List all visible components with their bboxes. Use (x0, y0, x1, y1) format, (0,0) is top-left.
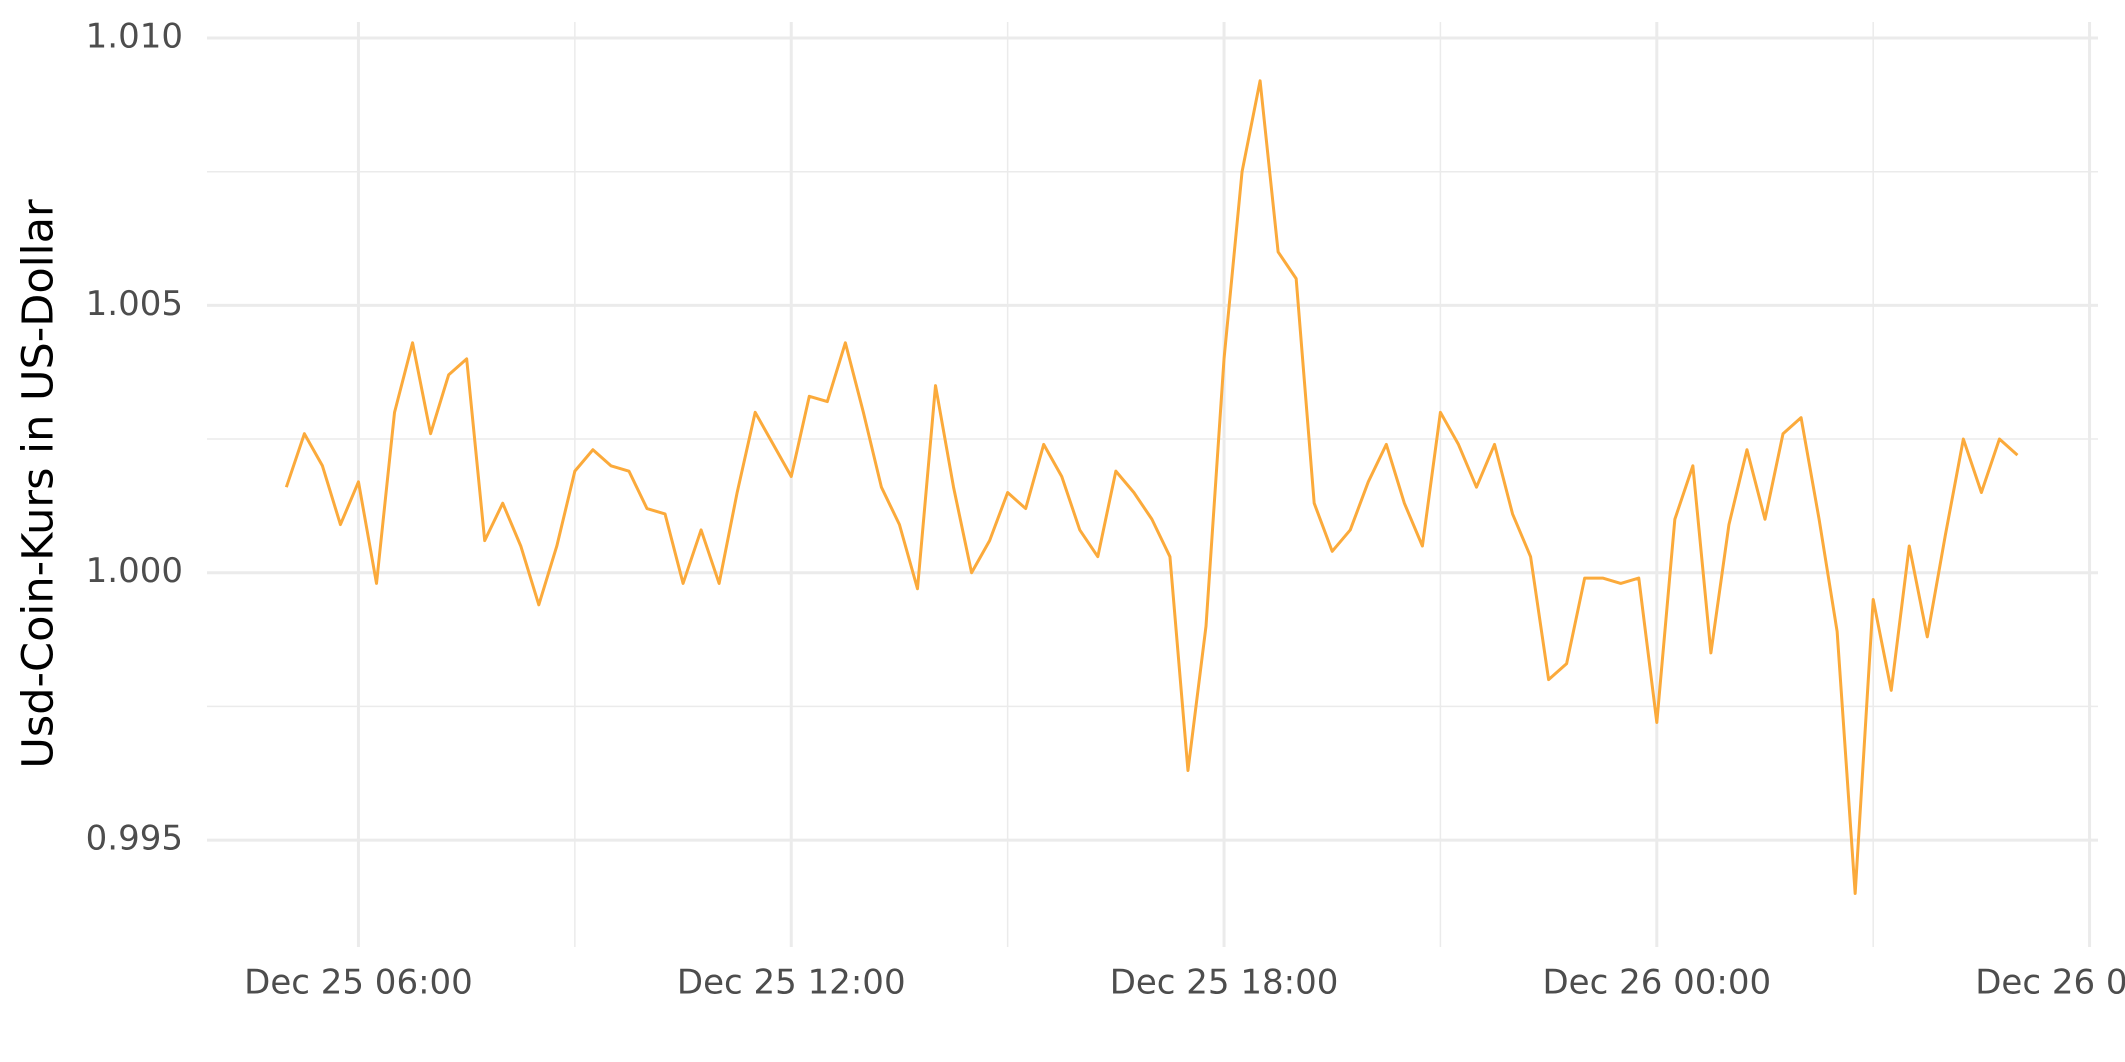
y-tick-label: 1.005 (86, 284, 183, 324)
axis-labels: 0.995 1.000 1.005 1.010 Dec 25 06:00 Dec 25 1… (86, 17, 2125, 1003)
y-axis-title: Usd-Coin-Kurs in US-Dollar (14, 199, 64, 769)
y-tick-label: 1.000 (86, 551, 183, 591)
x-tick-label: Dec 26 06:00 (1975, 963, 2125, 1003)
x-tick-label: Dec 26 00:00 (1542, 963, 1771, 1003)
x-tick-label: Dec 25 18:00 (1110, 963, 1339, 1003)
y-tick-label: 1.010 (86, 17, 183, 57)
price-line (284, 79, 2019, 896)
x-tick-label: Dec 25 06:00 (244, 963, 473, 1003)
grid (207, 22, 2098, 947)
plot-area (284, 79, 2019, 896)
y-tick-label: 0.995 (86, 819, 183, 859)
x-tick-label: Dec 25 12:00 (677, 963, 906, 1003)
